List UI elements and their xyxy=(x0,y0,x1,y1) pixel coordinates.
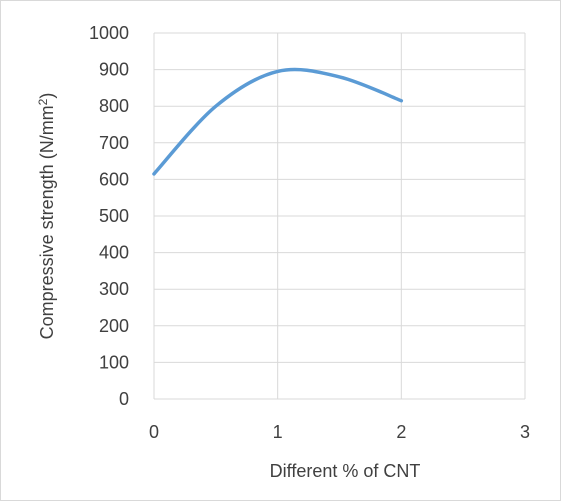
x-tick-label-3: 3 xyxy=(520,422,530,442)
gridlines xyxy=(153,32,526,400)
y-tick-label-600: 600 xyxy=(99,169,129,189)
y-tick-label-0: 0 xyxy=(119,389,129,409)
series-line-0 xyxy=(152,67,404,176)
y-tick-label-300: 300 xyxy=(99,279,129,299)
y-axis-title-main: Compressive strength (N/mm xyxy=(37,105,57,339)
y-tick-label-400: 400 xyxy=(99,243,129,263)
y-tick-label-700: 700 xyxy=(99,133,129,153)
y-axis-ticks: 0 100 200 300 400 500 600 700 800 900 1000 xyxy=(89,23,129,409)
x-tick-label-2: 2 xyxy=(396,422,406,442)
y-tick-label-800: 800 xyxy=(99,96,129,116)
x-axis-title: Different % of CNT xyxy=(270,461,421,481)
y-tick-label-1000: 1000 xyxy=(89,23,129,43)
y-axis-title: Compressive strength (N/mm2) xyxy=(36,93,57,340)
data-point-3 xyxy=(338,75,341,78)
x-axis-ticks: 0 1 2 3 xyxy=(149,422,530,442)
x-tick-label-0: 0 xyxy=(149,422,159,442)
y-tick-label-500: 500 xyxy=(99,206,129,226)
data-point-2 xyxy=(276,70,279,73)
x-tick-label-1: 1 xyxy=(273,422,283,442)
y-tick-label-200: 200 xyxy=(99,316,129,336)
data-point-4 xyxy=(400,99,403,102)
data-point-1 xyxy=(214,105,217,108)
y-tick-label-900: 900 xyxy=(99,60,129,80)
y-tick-label-100: 100 xyxy=(99,352,129,372)
y-axis-title-end: ) xyxy=(37,93,57,99)
series-layer xyxy=(152,67,404,176)
data-point-0 xyxy=(153,172,156,175)
y-axis-title-sup: 2 xyxy=(36,98,50,105)
